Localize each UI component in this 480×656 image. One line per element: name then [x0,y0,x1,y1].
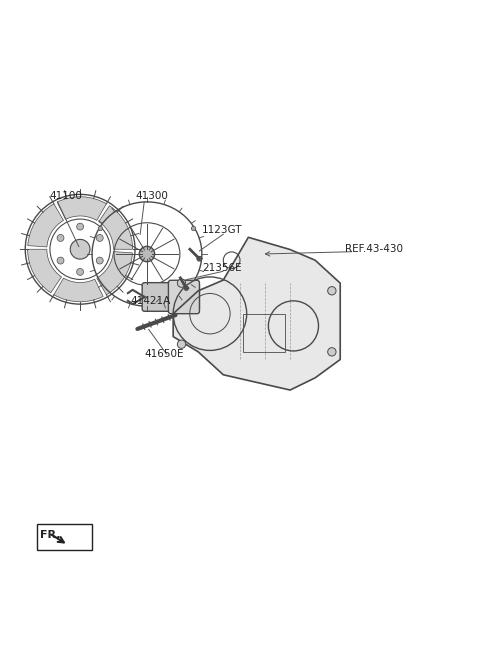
Text: 41421A: 41421A [130,296,170,306]
Circle shape [139,247,155,262]
Text: 21356E: 21356E [202,263,241,273]
Circle shape [174,289,192,306]
Wedge shape [54,278,103,302]
Wedge shape [99,206,132,249]
Text: REF.43-430: REF.43-430 [345,243,403,254]
Circle shape [178,340,186,348]
Circle shape [77,268,84,276]
Circle shape [96,234,103,241]
Circle shape [192,226,196,231]
Circle shape [328,348,336,356]
Circle shape [57,257,64,264]
Wedge shape [57,197,107,220]
Circle shape [77,223,84,230]
Circle shape [145,303,149,307]
Wedge shape [28,249,61,293]
Circle shape [98,226,103,231]
Wedge shape [97,252,132,295]
FancyBboxPatch shape [168,280,199,314]
Polygon shape [173,237,340,390]
Text: FR.: FR. [39,530,60,540]
Text: 41650E: 41650E [144,348,184,359]
Circle shape [70,239,90,259]
Circle shape [178,279,186,287]
Wedge shape [28,204,63,247]
Text: 41100: 41100 [49,191,82,201]
Circle shape [96,257,103,264]
Circle shape [57,234,64,241]
Text: 1123GT: 1123GT [202,224,242,235]
FancyBboxPatch shape [142,283,199,312]
Text: 41300: 41300 [135,191,168,201]
Circle shape [328,287,336,295]
